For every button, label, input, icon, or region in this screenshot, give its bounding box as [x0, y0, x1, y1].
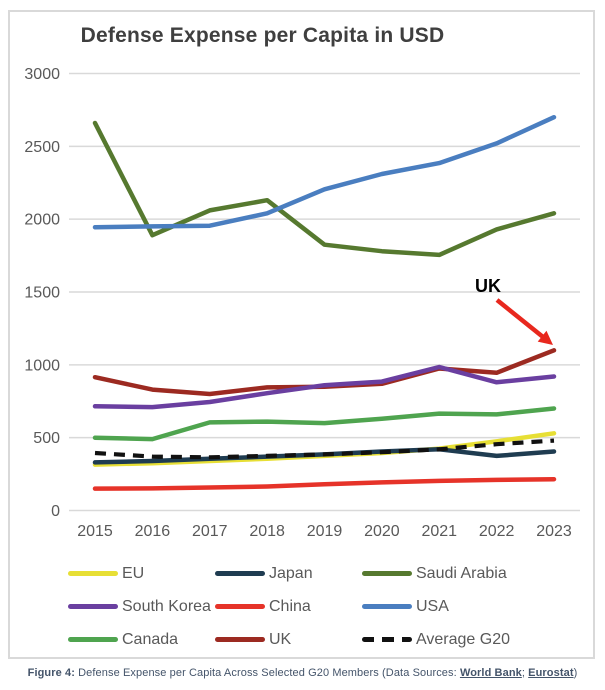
- legend-item-uk: UK: [215, 631, 362, 649]
- legend-label: EU: [122, 564, 145, 582]
- y-tick-label: 1500: [24, 285, 60, 302]
- y-tick-label: 0: [51, 503, 60, 520]
- annotation-arrow: [495, 298, 546, 340]
- figure-caption: Figure 4: Defense Expense per Capita Acr…: [0, 667, 605, 679]
- y-tick-label: 1000: [24, 357, 60, 374]
- y-tick-label: 3000: [24, 66, 60, 83]
- y-tick-label: 500: [33, 430, 60, 447]
- x-tick-label: 2019: [307, 523, 343, 540]
- legend-item-average-g20: Average G20: [362, 631, 552, 649]
- legend-label: USA: [416, 597, 449, 615]
- annotation-arrowhead: [537, 330, 553, 345]
- x-tick-label: 2017: [192, 523, 228, 540]
- legend-swatch: [215, 637, 265, 642]
- x-tick-label: 2021: [421, 523, 457, 540]
- legend-swatch: [362, 604, 412, 609]
- legend-item-china: China: [215, 598, 362, 616]
- eurostat-link[interactable]: Eurostat: [528, 667, 574, 679]
- legend-swatch: [215, 604, 265, 609]
- series-line-average-g20: [94, 438, 555, 460]
- x-tick-label: 2015: [77, 523, 113, 540]
- x-tick-label: 2016: [135, 523, 171, 540]
- series-line-canada: [92, 406, 557, 442]
- legend-label: South Korea: [122, 597, 211, 615]
- legend-swatch: [68, 637, 118, 642]
- legend-item-south-korea: South Korea: [68, 598, 215, 616]
- figure-frame: Defense Expense per Capita in USD 0 500 10…: [8, 10, 595, 659]
- legend-item-usa: USA: [362, 598, 552, 616]
- legend-item-saudi-arabia: Saudi Arabia: [362, 565, 552, 583]
- legend-swatch: [68, 571, 118, 576]
- legend-label: China: [269, 597, 311, 615]
- worldbank-link[interactable]: World Bank: [459, 667, 522, 679]
- annotation-label: UK: [475, 276, 501, 296]
- legend-item-canada: Canada: [68, 631, 215, 649]
- x-tick-label: 2020: [364, 523, 400, 540]
- figure-caption-text: Defense Expense per Capita Across Select…: [74, 667, 460, 679]
- legend-label: Average G20: [416, 630, 510, 648]
- caption-separator: ;: [521, 667, 529, 679]
- legend-label: Saudi Arabia: [416, 564, 507, 582]
- figure-caption-label: Figure 4:: [27, 667, 75, 679]
- legend-swatch: [68, 604, 118, 609]
- caption-suffix: ): [573, 667, 578, 679]
- legend-label: Canada: [122, 630, 179, 648]
- chart-legend: EU Japan Saudi Arabia South Korea China USA Ca…: [68, 557, 552, 656]
- series-line-china: [92, 476, 557, 491]
- legend-item-eu: EU: [68, 565, 215, 583]
- series-line-south-korea: [92, 364, 557, 410]
- y-tick-label: 2500: [24, 139, 60, 156]
- legend-swatch: [362, 637, 412, 642]
- legend-item-japan: Japan: [215, 565, 362, 583]
- legend-swatch: [362, 571, 412, 576]
- chart-title: Defense Expense per Capita in USD: [80, 24, 445, 47]
- x-tick-label: 2022: [479, 523, 515, 540]
- x-tick-label: 2018: [249, 523, 285, 540]
- legend-label: Japan: [269, 564, 313, 582]
- line-chart-plot: 0 500 1000 1500 2000 2500 3000 2015 2016 2017 2018…: [24, 66, 580, 540]
- series-line-usa: [92, 114, 557, 230]
- y-tick-label: 2000: [24, 212, 60, 229]
- x-tick-label: 2023: [536, 523, 572, 540]
- legend-swatch: [215, 571, 265, 576]
- legend-label: UK: [269, 630, 292, 648]
